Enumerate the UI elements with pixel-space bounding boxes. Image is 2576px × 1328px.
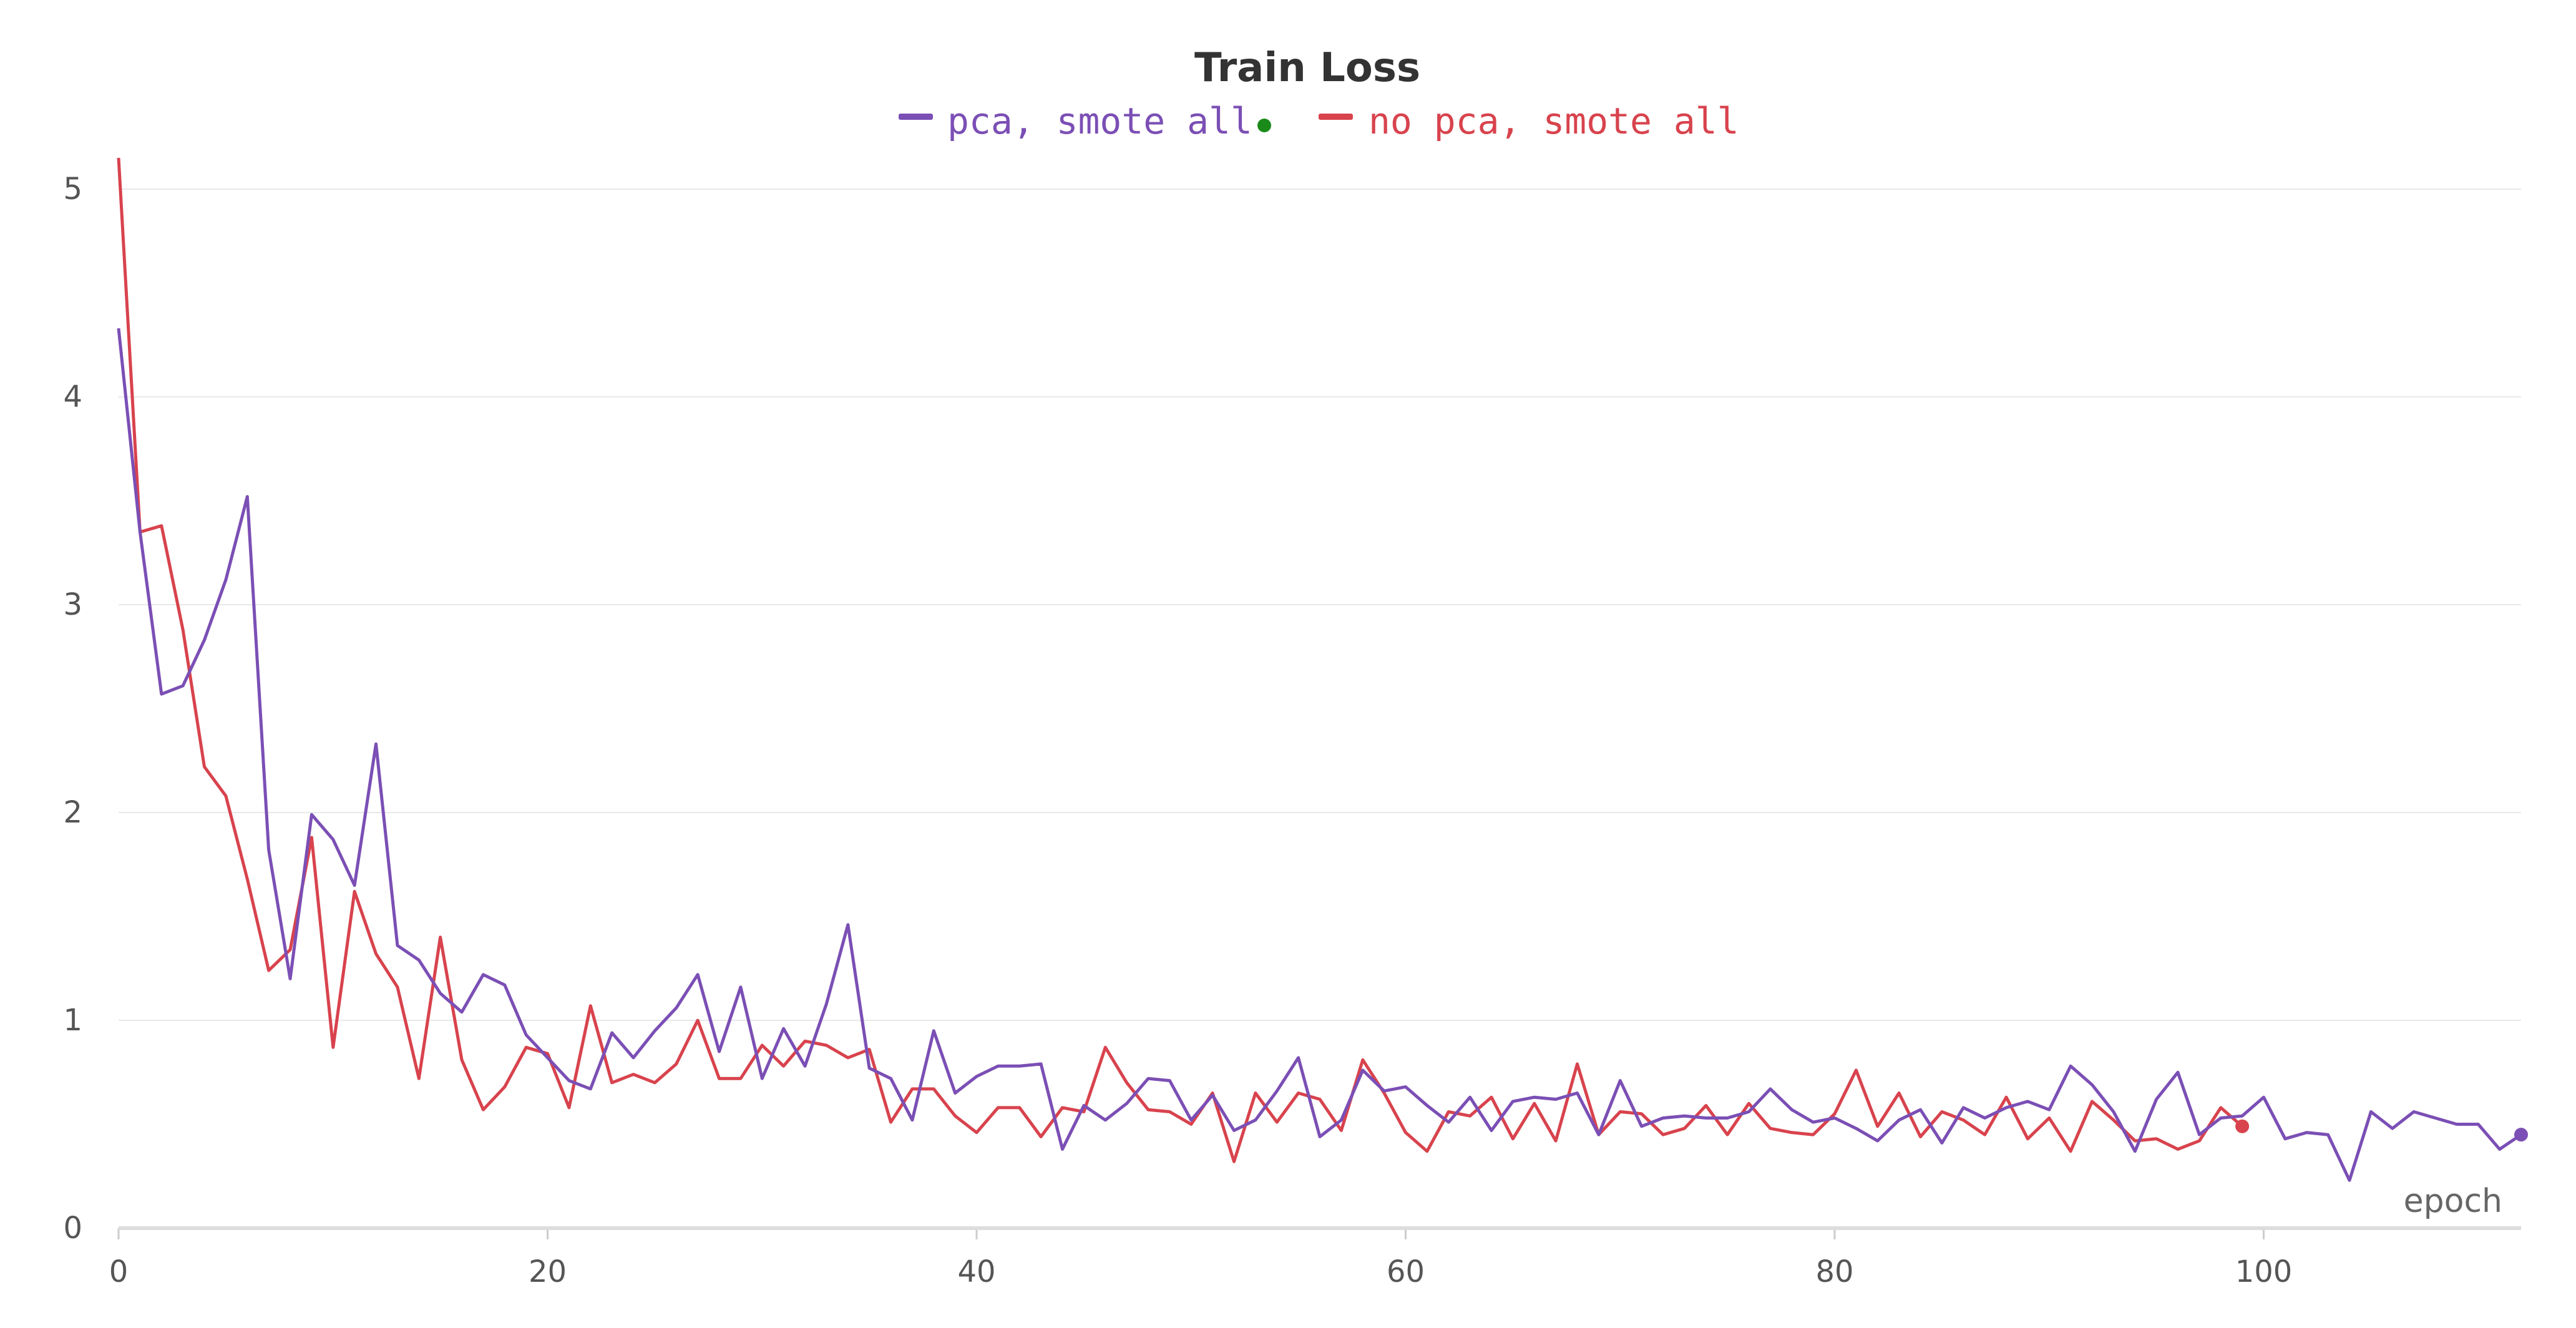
legend-swatch-pca [899,114,933,120]
x-tick-label: 100 [2235,1254,2293,1289]
legend-label-pca[interactable]: pca, smote all [947,100,1252,142]
y-tick-label: 1 [63,1003,82,1038]
y-axis-ticks: 0 1 2 3 4 5 [63,172,82,1246]
series-endpoint [2235,1119,2250,1133]
series-lines [117,157,2528,1182]
series-line-no-pca-smote-all [117,157,2243,1163]
series-endpoint [2514,1128,2528,1142]
x-tick-label: 20 [529,1254,567,1289]
chart-title: Train Loss [1194,45,1420,91]
legend-label-no-pca[interactable]: no pca, smote all [1368,100,1739,142]
y-tick-label: 5 [63,172,82,207]
x-axis-ticks: 0 20 40 60 80 100 [109,1228,2293,1289]
legend-active-marker [1257,119,1271,132]
y-tick-label: 3 [63,587,82,622]
y-tick-label: 2 [63,795,82,830]
y-tick-label: 4 [63,379,82,414]
y-tick-label: 0 [63,1211,82,1246]
x-tick-label: 60 [1387,1254,1425,1289]
x-tick-label: 0 [109,1254,129,1289]
x-tick-label: 80 [1815,1254,1853,1289]
legend-swatch-no-pca [1319,114,1353,120]
series-line-pca-smote-all [117,328,2522,1182]
x-axis-label: epoch [2404,1183,2502,1220]
grid [119,188,2521,1021]
legend: pca, smote all no pca, smote all [899,100,1739,142]
x-tick-label: 40 [957,1254,995,1289]
